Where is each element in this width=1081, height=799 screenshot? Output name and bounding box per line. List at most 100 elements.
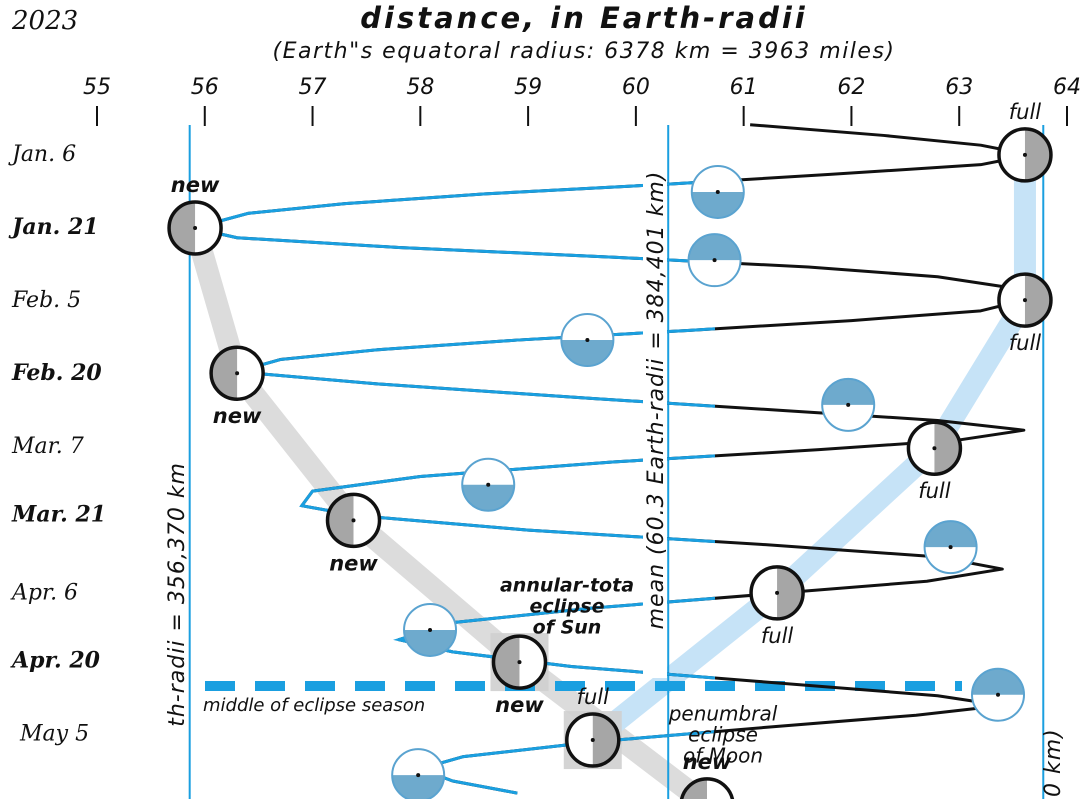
moon-shade — [1024, 128, 1051, 181]
moon-phase — [461, 457, 516, 512]
moon-phase — [906, 420, 963, 476]
phase-label: new — [171, 173, 220, 197]
y-tick-label: Apr. 6 — [10, 580, 78, 605]
y-tick-label: Jan. 6 — [8, 142, 76, 167]
reference-label: th-radii = 356,370 km — [165, 462, 190, 727]
moon-center — [193, 226, 198, 231]
annotation: annular-tota — [500, 575, 634, 597]
moon-shade — [934, 422, 961, 475]
moon-shade — [688, 234, 741, 261]
moon-outline — [391, 748, 446, 799]
moon-phase — [391, 748, 446, 799]
annotation: eclipse — [530, 596, 605, 618]
annotation: of Moon — [683, 744, 763, 768]
x-tick-label: 64 — [1053, 75, 1081, 100]
moon-shade — [561, 340, 614, 367]
phase-label: new — [213, 404, 262, 428]
moon-shade — [493, 636, 520, 689]
moon-center — [590, 738, 595, 743]
moon-outline — [491, 634, 548, 690]
moon-shade — [924, 521, 977, 548]
phase-label: full — [918, 479, 951, 503]
moon-phase — [491, 634, 548, 690]
reference-label: 0 km) — [1041, 728, 1066, 797]
moon-outline — [560, 313, 615, 368]
moon-outline — [690, 164, 745, 219]
moon-phase — [971, 667, 1026, 722]
distance-curve — [192, 123, 1032, 795]
moon-shade — [691, 191, 744, 218]
y-tick-label: Mar. 7 — [11, 434, 84, 459]
moon-outline — [403, 602, 458, 657]
moon-center — [416, 773, 421, 778]
reference-label: mean (60.3 Earth-radii = 384,401 km) — [644, 171, 669, 630]
x-tick-label: 56 — [191, 75, 219, 100]
moon-outline — [679, 777, 735, 799]
chart-subtitle: (Earth"s equatoral radius: 6378 km = 396… — [273, 39, 896, 64]
moon-phase — [749, 565, 805, 621]
moon-shade — [681, 778, 708, 799]
moon-phase — [923, 520, 978, 575]
moon-outline — [997, 127, 1053, 183]
moon-center — [846, 402, 851, 407]
moon-outline — [209, 345, 265, 401]
moon-phase — [997, 127, 1053, 183]
moon-shade — [592, 714, 619, 767]
moon-phase — [403, 602, 458, 657]
moon-outline — [997, 272, 1053, 328]
annotation: eclipse — [688, 723, 758, 747]
moon-center — [715, 189, 720, 194]
moon-phase — [997, 272, 1053, 328]
phase-label: full — [1009, 331, 1042, 355]
phase-label: new — [495, 693, 544, 717]
moon-phase — [821, 377, 876, 432]
moon-center — [517, 660, 522, 665]
phase-label: full — [1009, 100, 1042, 124]
moon-center — [585, 338, 590, 343]
x-tick-label: 57 — [299, 75, 327, 100]
phase-label: new — [683, 750, 732, 774]
x-tick-label: 58 — [406, 75, 434, 100]
y-tick-label: Feb. 5 — [11, 288, 81, 313]
moon-center — [996, 692, 1001, 697]
moon-shade — [404, 629, 457, 656]
moon-center — [948, 545, 953, 550]
moon-center — [712, 258, 717, 263]
eclipse-season-label: middle of eclipse season — [203, 695, 425, 716]
moon-shade — [392, 775, 445, 799]
moon-center — [1022, 298, 1027, 303]
y-tick-label: Feb. 20 — [11, 360, 102, 386]
moon-center — [428, 627, 433, 632]
moon-shade — [972, 668, 1025, 695]
moon-outline — [687, 233, 742, 288]
moon-outline — [971, 667, 1026, 722]
moon-shade — [211, 347, 238, 400]
phase-label: full — [577, 685, 610, 709]
moon-outline — [325, 492, 382, 549]
annotation: penumbral — [668, 702, 778, 726]
moon-center — [235, 371, 240, 376]
phase-label: full — [761, 624, 794, 648]
x-tick-label: 61 — [730, 75, 758, 100]
moon-outline — [923, 520, 978, 575]
moon-outline — [821, 377, 876, 432]
moon-outline — [906, 420, 963, 476]
moon-phase — [209, 345, 265, 401]
moon-center — [486, 482, 491, 487]
y-tick-label: Jan. 21 — [8, 214, 99, 240]
moon-shade — [822, 378, 875, 405]
moon-shade — [327, 494, 354, 547]
moon-phase — [167, 200, 223, 256]
moon-outline — [167, 200, 223, 256]
moon-shade — [1024, 274, 1051, 327]
moon-outline — [565, 712, 621, 768]
year-label: 2023 — [11, 6, 78, 36]
label-background — [643, 122, 667, 678]
moon-center — [932, 446, 937, 451]
moon-phase — [325, 492, 382, 549]
x-tick-label: 63 — [945, 75, 973, 100]
chart-title: distance, in Earth-radii — [360, 1, 807, 35]
moon-phase — [687, 233, 742, 288]
moon-outline — [749, 565, 805, 621]
moon-phase — [690, 164, 745, 219]
